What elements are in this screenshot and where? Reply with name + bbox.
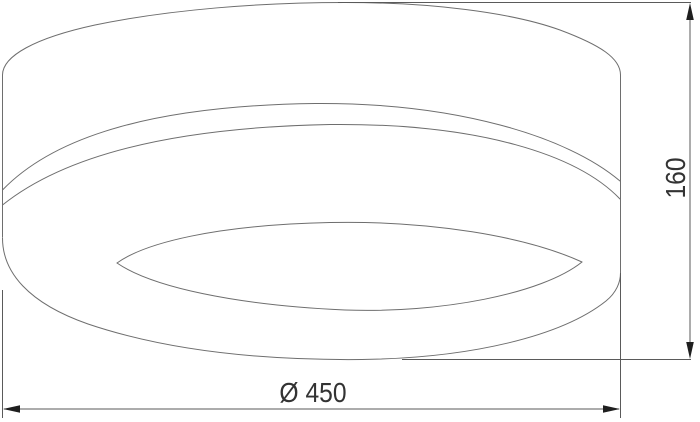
lamp-bottom-outer-rim bbox=[2, 237, 621, 361]
lamp-top-ellipse bbox=[2, 1, 621, 76]
diameter-arrow-right-icon bbox=[603, 405, 620, 413]
lamp-inner-ring-lower-arc bbox=[116, 261, 583, 311]
height-arrow-down-icon bbox=[686, 342, 694, 359]
height-dimension-label: 160 bbox=[660, 157, 691, 199]
lamp-inner-ring-upper-arc bbox=[116, 221, 583, 264]
lamp-band-lower-arc bbox=[2, 123, 621, 206]
diameter-arrow-left-icon bbox=[3, 405, 20, 413]
diameter-dimension-label: Ø 450 bbox=[279, 377, 347, 408]
height-arrow-up-icon bbox=[686, 3, 694, 20]
lamp-band-upper-arc bbox=[2, 102, 621, 191]
